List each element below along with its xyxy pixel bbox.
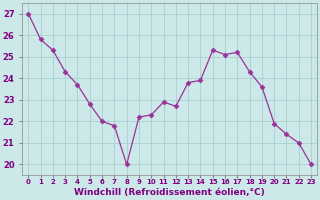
X-axis label: Windchill (Refroidissement éolien,°C): Windchill (Refroidissement éolien,°C) [74, 188, 265, 197]
